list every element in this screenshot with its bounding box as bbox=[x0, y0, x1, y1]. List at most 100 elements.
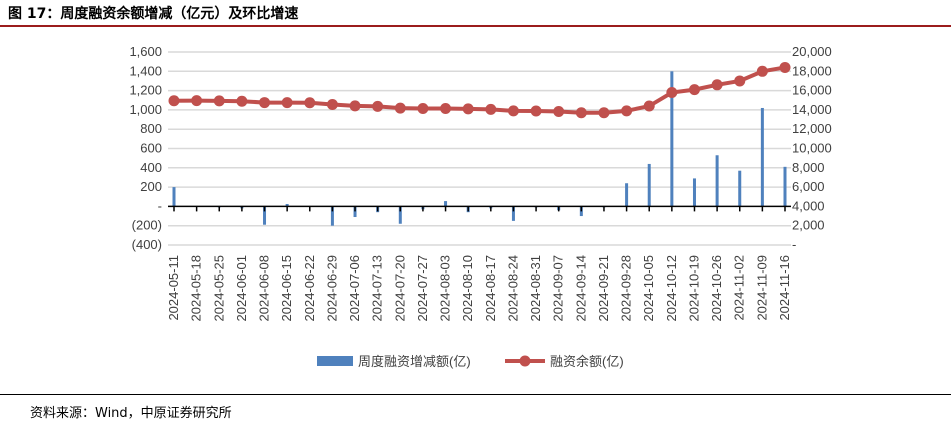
x-tick-label: 2024-10-26 bbox=[709, 255, 724, 322]
line-point bbox=[530, 105, 542, 117]
right-tick-label: - bbox=[792, 237, 796, 252]
bar bbox=[692, 178, 696, 207]
x-tick-label: 2024-05-18 bbox=[189, 255, 204, 322]
right-tick-label: 16,000 bbox=[792, 83, 832, 98]
legend-line-marker bbox=[519, 355, 531, 367]
bar bbox=[783, 166, 787, 207]
left-tick-label: 1,600 bbox=[129, 44, 162, 59]
line-point bbox=[191, 95, 203, 107]
right-tick-label: 2,000 bbox=[792, 218, 825, 233]
figure-title: 图 17：周度融资余额增减（亿元）及环比增速 bbox=[8, 6, 299, 22]
x-tick-label: 2024-10-19 bbox=[686, 255, 701, 322]
line-point bbox=[349, 100, 361, 112]
bar bbox=[625, 183, 629, 207]
right-tick-label: 4,000 bbox=[792, 198, 825, 213]
x-tick-label: 2024-11-09 bbox=[754, 255, 769, 321]
x-tick-label: 2024-11-16 bbox=[777, 255, 792, 321]
bar bbox=[353, 206, 357, 218]
line-point bbox=[621, 105, 633, 117]
bar bbox=[444, 201, 448, 207]
line-point bbox=[417, 102, 429, 114]
x-tick-label: 2024-08-24 bbox=[505, 255, 520, 322]
x-tick-label: 2024-07-27 bbox=[415, 255, 430, 322]
x-tick-label: 2024-09-07 bbox=[551, 255, 566, 322]
x-tick-label: 2024-09-21 bbox=[596, 255, 611, 322]
bar bbox=[285, 203, 289, 207]
line-point bbox=[326, 98, 338, 110]
right-tick-label: 14,000 bbox=[792, 102, 832, 117]
line-point bbox=[394, 102, 406, 114]
bar bbox=[738, 170, 742, 207]
line-point bbox=[779, 61, 791, 73]
title-rule bbox=[0, 25, 951, 27]
legend-line-label: 融资余额(亿) bbox=[550, 354, 624, 369]
left-tick-label: 600 bbox=[140, 141, 162, 156]
line-point bbox=[168, 95, 180, 107]
left-tick-label: 200 bbox=[140, 179, 162, 194]
bottom-rule bbox=[0, 394, 951, 395]
bar bbox=[263, 206, 267, 225]
bar bbox=[715, 155, 719, 207]
x-tick-label: 2024-10-12 bbox=[664, 255, 679, 322]
line-point bbox=[485, 103, 497, 115]
line-point bbox=[462, 103, 474, 115]
x-tick-label: 2024-09-14 bbox=[573, 255, 588, 322]
line-point bbox=[281, 97, 293, 109]
right-tick-label: 6,000 bbox=[792, 179, 825, 194]
left-tick-label: - bbox=[158, 198, 162, 213]
left-tick-label: 1,400 bbox=[129, 63, 162, 78]
x-tick-label: 2024-09-28 bbox=[619, 255, 634, 322]
line-point bbox=[734, 75, 746, 87]
line-point bbox=[440, 102, 452, 114]
x-tick-label: 2024-06-29 bbox=[324, 255, 339, 322]
x-tick-label: 2024-08-17 bbox=[483, 255, 498, 322]
line-point bbox=[507, 105, 519, 117]
right-tick-label: 8,000 bbox=[792, 160, 825, 175]
line-point bbox=[666, 87, 678, 99]
line-point bbox=[372, 100, 384, 112]
legend-bar-swatch bbox=[317, 356, 353, 366]
x-tick-label: 2024-10-05 bbox=[641, 255, 656, 322]
legend-bar-label: 周度融资增减额(亿) bbox=[358, 354, 471, 369]
x-tick-label: 2024-08-31 bbox=[528, 255, 543, 322]
left-tick-label: (400) bbox=[132, 237, 162, 252]
left-tick-label: 400 bbox=[140, 160, 162, 175]
left-tick-label: 1,000 bbox=[129, 102, 162, 117]
right-tick-label: 10,000 bbox=[792, 141, 832, 156]
line-point bbox=[304, 97, 316, 109]
x-tick-label: 2024-08-03 bbox=[438, 255, 453, 322]
line-point bbox=[553, 106, 565, 118]
line-point bbox=[236, 95, 248, 107]
right-tick-label: 18,000 bbox=[792, 63, 832, 78]
x-tick-label: 2024-05-25 bbox=[211, 255, 226, 322]
bar bbox=[172, 187, 176, 207]
line-point bbox=[213, 95, 225, 107]
line-point bbox=[643, 100, 655, 112]
x-tick-label: 2024-08-10 bbox=[460, 255, 475, 322]
right-tick-label: 20,000 bbox=[792, 44, 832, 59]
left-tick-label: (200) bbox=[132, 218, 162, 233]
right-tick-label: 12,000 bbox=[792, 121, 832, 136]
line-point bbox=[711, 79, 723, 91]
bar bbox=[760, 107, 764, 207]
x-tick-label: 2024-07-06 bbox=[347, 255, 362, 322]
x-tick-label: 2024-06-22 bbox=[302, 255, 317, 322]
x-tick-label: 2024-11-02 bbox=[732, 255, 747, 321]
left-tick-label: 1,200 bbox=[129, 83, 162, 98]
bar bbox=[511, 206, 515, 221]
bar bbox=[330, 206, 334, 226]
bar bbox=[398, 206, 402, 224]
bar bbox=[647, 163, 651, 207]
x-tick-label: 2024-05-11 bbox=[166, 255, 181, 321]
line-point bbox=[575, 107, 587, 119]
x-tick-label: 2024-06-08 bbox=[257, 255, 272, 322]
line-series bbox=[173, 65, 786, 115]
x-tick-label: 2024-07-20 bbox=[392, 255, 407, 322]
line-point bbox=[688, 84, 700, 96]
left-tick-label: 800 bbox=[140, 121, 162, 136]
line-point bbox=[756, 65, 768, 77]
line-point bbox=[598, 107, 610, 119]
source-note: 资料来源：Wind，中原证券研究所 bbox=[30, 406, 232, 421]
x-tick-label: 2024-06-01 bbox=[234, 255, 249, 322]
